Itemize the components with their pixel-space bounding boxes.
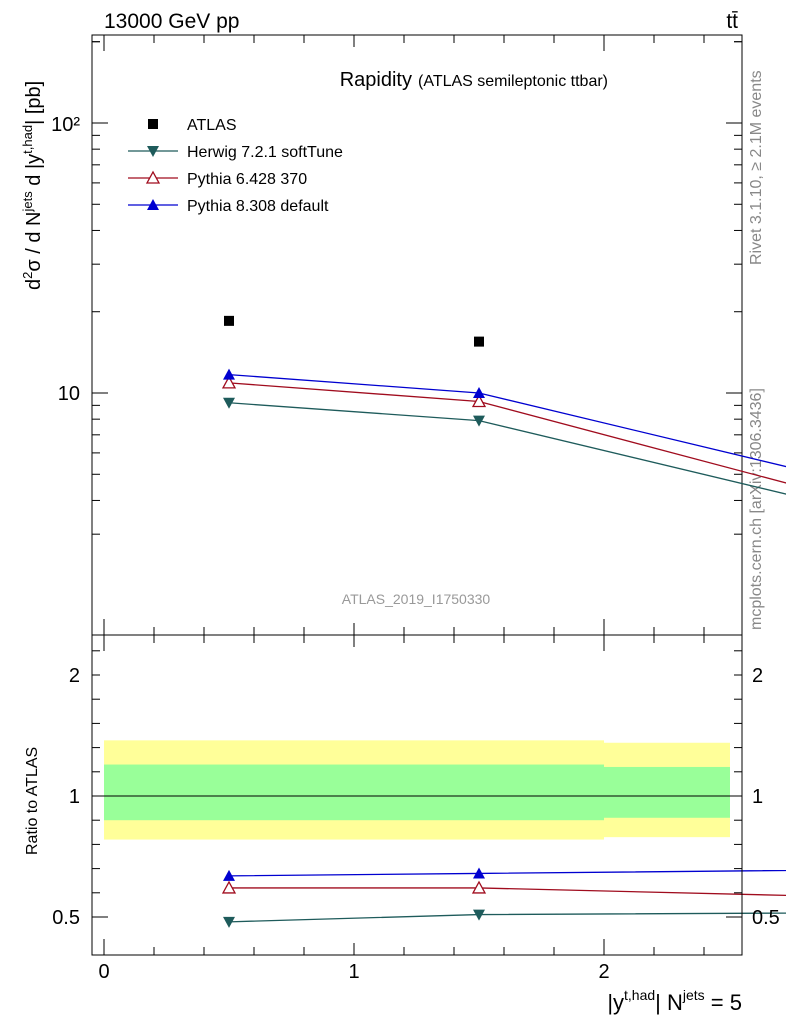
lower-y-tick-label-2-right: 2 xyxy=(752,665,763,687)
ratio-line xyxy=(228,912,786,923)
ratio-point xyxy=(223,916,235,928)
ratio-line xyxy=(228,869,786,877)
lower-panel: 0.5 1 2 0.5 1 2 0 1 2 Ratio to ATLAS |yt… xyxy=(24,634,786,1015)
upper-panel: Rapidity (ATLAS semileptonic ttbar) 10 1… xyxy=(20,34,786,636)
legend-marker xyxy=(148,119,158,129)
legend-marker xyxy=(145,170,161,184)
inner-uncertainty-band xyxy=(604,766,730,818)
lower-y-tick-label-1: 1 xyxy=(69,786,80,808)
lower-y-axis-label: Ratio to ATLAS xyxy=(24,747,41,855)
upper-y-tick-label-10: 10 xyxy=(58,383,80,405)
ratio-line xyxy=(229,887,786,897)
series-line xyxy=(228,402,786,495)
lower-y-tick-label-2: 2 xyxy=(69,665,80,687)
ratio-point xyxy=(223,869,235,881)
legend-marker xyxy=(147,146,159,157)
lower-y-tick-label-1-right: 1 xyxy=(752,786,763,808)
rivet-label: Rivet 3.1.10, ≥ 2.1M events xyxy=(748,70,765,265)
lower-series xyxy=(221,867,786,928)
upper-series xyxy=(221,315,786,495)
data-point xyxy=(224,315,234,326)
upper-ticks xyxy=(92,35,742,635)
data-point xyxy=(471,394,487,408)
analysis-id-label: ATLAS_2019_I1750330 xyxy=(342,591,491,607)
series-line xyxy=(228,382,786,484)
ratio-point xyxy=(473,867,485,879)
legend-marker xyxy=(147,199,159,210)
lower-y-tick-label-0-5: 0.5 xyxy=(52,907,80,929)
process-label: tt̄ xyxy=(726,10,738,33)
upper-y-tick-label-100: 10² xyxy=(51,114,80,136)
legend-label: Herwig 7.2.1 softTune xyxy=(187,144,343,161)
legend-label: Pythia 6.428 370 xyxy=(187,171,307,188)
uncertainty-bands xyxy=(104,740,730,840)
data-point xyxy=(223,397,235,409)
upper-y-axis-label: d2σ / d Njets d |yt,had| [pb] xyxy=(20,81,45,290)
lower-plot-frame xyxy=(91,634,743,956)
mcplots-label: mcplots.cern.ch [arXiv:1306.3436] xyxy=(748,388,765,630)
data-point xyxy=(473,415,485,427)
inner-uncertainty-band xyxy=(104,764,604,821)
legend: ATLAS Herwig 7.2.1 softTune Pythia 6.428 3… xyxy=(128,117,343,215)
chart-subtitle: (ATLAS semileptonic ttbar) xyxy=(418,73,608,90)
x-axis-label: |yt,had| Njets = 5 xyxy=(607,987,742,1015)
ratio-point xyxy=(471,880,487,894)
lower-y-tick-label-0-5-right: 0.5 xyxy=(752,907,780,929)
ratio-point xyxy=(221,880,237,894)
data-point xyxy=(221,375,237,389)
lower-ticks xyxy=(92,635,742,955)
chart-title: Rapidity xyxy=(340,69,412,91)
data-point xyxy=(223,368,235,380)
data-point xyxy=(473,387,485,398)
x-tick-label-0: 0 xyxy=(98,961,109,983)
energy-label: 13000 GeV pp xyxy=(104,10,239,33)
legend-label: ATLAS xyxy=(187,117,237,134)
data-point xyxy=(474,336,484,347)
x-tick-label-2: 2 xyxy=(598,961,609,983)
x-tick-label-1: 1 xyxy=(348,961,359,983)
series-line xyxy=(228,373,786,468)
ratio-point xyxy=(473,909,485,921)
legend-label: Pythia 8.308 default xyxy=(187,198,329,215)
